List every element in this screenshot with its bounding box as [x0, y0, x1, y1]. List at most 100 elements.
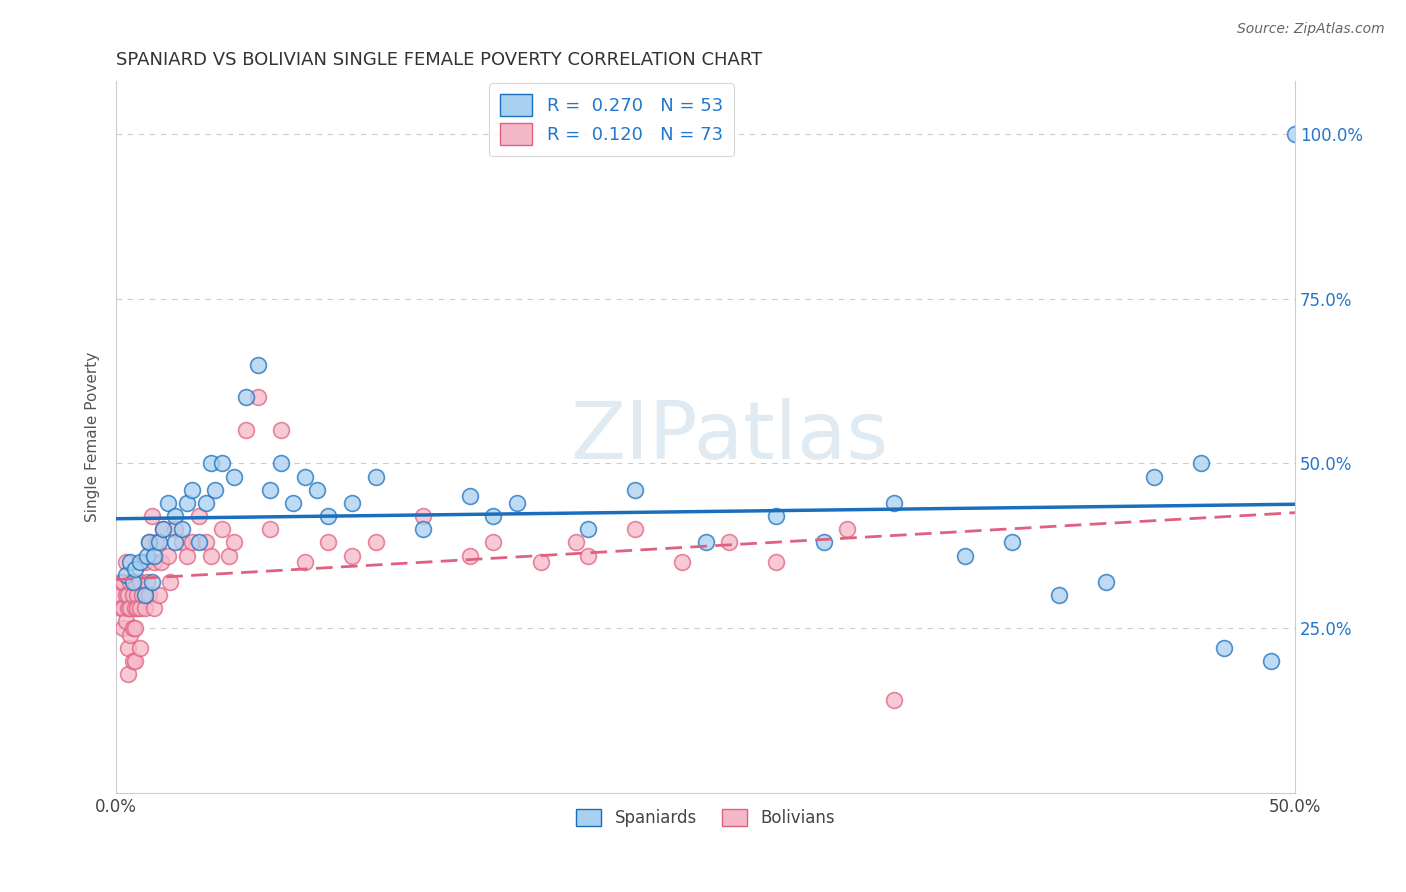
Point — [1001, 535, 1024, 549]
Point — [120, 574, 142, 589]
Point — [112, 601, 135, 615]
Point — [1189, 456, 1212, 470]
Point — [124, 654, 146, 668]
Point — [152, 522, 174, 536]
Point — [159, 574, 181, 589]
Point — [138, 535, 160, 549]
Point — [157, 496, 180, 510]
Legend: Spaniards, Bolivians: Spaniards, Bolivians — [569, 803, 842, 834]
Point — [112, 621, 135, 635]
Point — [152, 522, 174, 536]
Point — [114, 615, 136, 629]
Point — [148, 588, 170, 602]
Point — [141, 509, 163, 524]
Point — [120, 601, 142, 615]
Point — [294, 469, 316, 483]
Point — [176, 496, 198, 510]
Point — [180, 483, 202, 497]
Point — [127, 601, 149, 615]
Point — [211, 456, 233, 470]
Point — [121, 654, 143, 668]
Point — [141, 574, 163, 589]
Point — [114, 588, 136, 602]
Point — [458, 489, 481, 503]
Point — [187, 535, 209, 549]
Point — [1260, 654, 1282, 668]
Point — [765, 555, 787, 569]
Point — [117, 601, 139, 615]
Point — [176, 549, 198, 563]
Point — [124, 621, 146, 635]
Text: SPANIARD VS BOLIVIAN SINGLE FEMALE POVERTY CORRELATION CHART: SPANIARD VS BOLIVIAN SINGLE FEMALE POVER… — [117, 51, 762, 69]
Point — [120, 555, 142, 569]
Point — [134, 588, 156, 602]
Point — [143, 555, 166, 569]
Point — [128, 640, 150, 655]
Point — [180, 535, 202, 549]
Point — [412, 522, 434, 536]
Point — [624, 522, 647, 536]
Point — [671, 555, 693, 569]
Point — [305, 483, 328, 497]
Text: ZIPatlas: ZIPatlas — [571, 398, 889, 476]
Point — [135, 549, 157, 563]
Point — [124, 562, 146, 576]
Point — [134, 555, 156, 569]
Point — [134, 601, 156, 615]
Point — [157, 549, 180, 563]
Point — [813, 535, 835, 549]
Point — [294, 555, 316, 569]
Point — [953, 549, 976, 563]
Point — [1047, 588, 1070, 602]
Point — [143, 601, 166, 615]
Point — [576, 549, 599, 563]
Point — [135, 574, 157, 589]
Point — [259, 522, 281, 536]
Point — [259, 483, 281, 497]
Point — [506, 496, 529, 510]
Point — [482, 535, 505, 549]
Point — [211, 522, 233, 536]
Point — [127, 588, 149, 602]
Point — [114, 555, 136, 569]
Point — [576, 522, 599, 536]
Point — [165, 522, 187, 536]
Y-axis label: Single Female Poverty: Single Female Poverty — [86, 351, 100, 522]
Point — [145, 535, 167, 549]
Point — [114, 568, 136, 582]
Point — [110, 574, 132, 589]
Point — [172, 535, 194, 549]
Point — [695, 535, 717, 549]
Point — [117, 640, 139, 655]
Point — [165, 509, 187, 524]
Point — [765, 509, 787, 524]
Point — [150, 555, 173, 569]
Point — [165, 535, 187, 549]
Point — [131, 588, 153, 602]
Point — [194, 535, 217, 549]
Point — [138, 535, 160, 549]
Point — [1142, 469, 1164, 483]
Point — [270, 456, 292, 470]
Point — [121, 588, 143, 602]
Point — [124, 601, 146, 615]
Point — [883, 496, 905, 510]
Point — [128, 601, 150, 615]
Point — [281, 496, 304, 510]
Point — [107, 588, 129, 602]
Text: Source: ZipAtlas.com: Source: ZipAtlas.com — [1237, 22, 1385, 37]
Point — [138, 588, 160, 602]
Point — [187, 509, 209, 524]
Point — [124, 574, 146, 589]
Point — [458, 549, 481, 563]
Point — [117, 588, 139, 602]
Point — [883, 693, 905, 707]
Point — [1095, 574, 1118, 589]
Point — [128, 574, 150, 589]
Point — [565, 535, 588, 549]
Point — [110, 601, 132, 615]
Point — [235, 391, 257, 405]
Point — [246, 358, 269, 372]
Point — [194, 496, 217, 510]
Point — [200, 549, 222, 563]
